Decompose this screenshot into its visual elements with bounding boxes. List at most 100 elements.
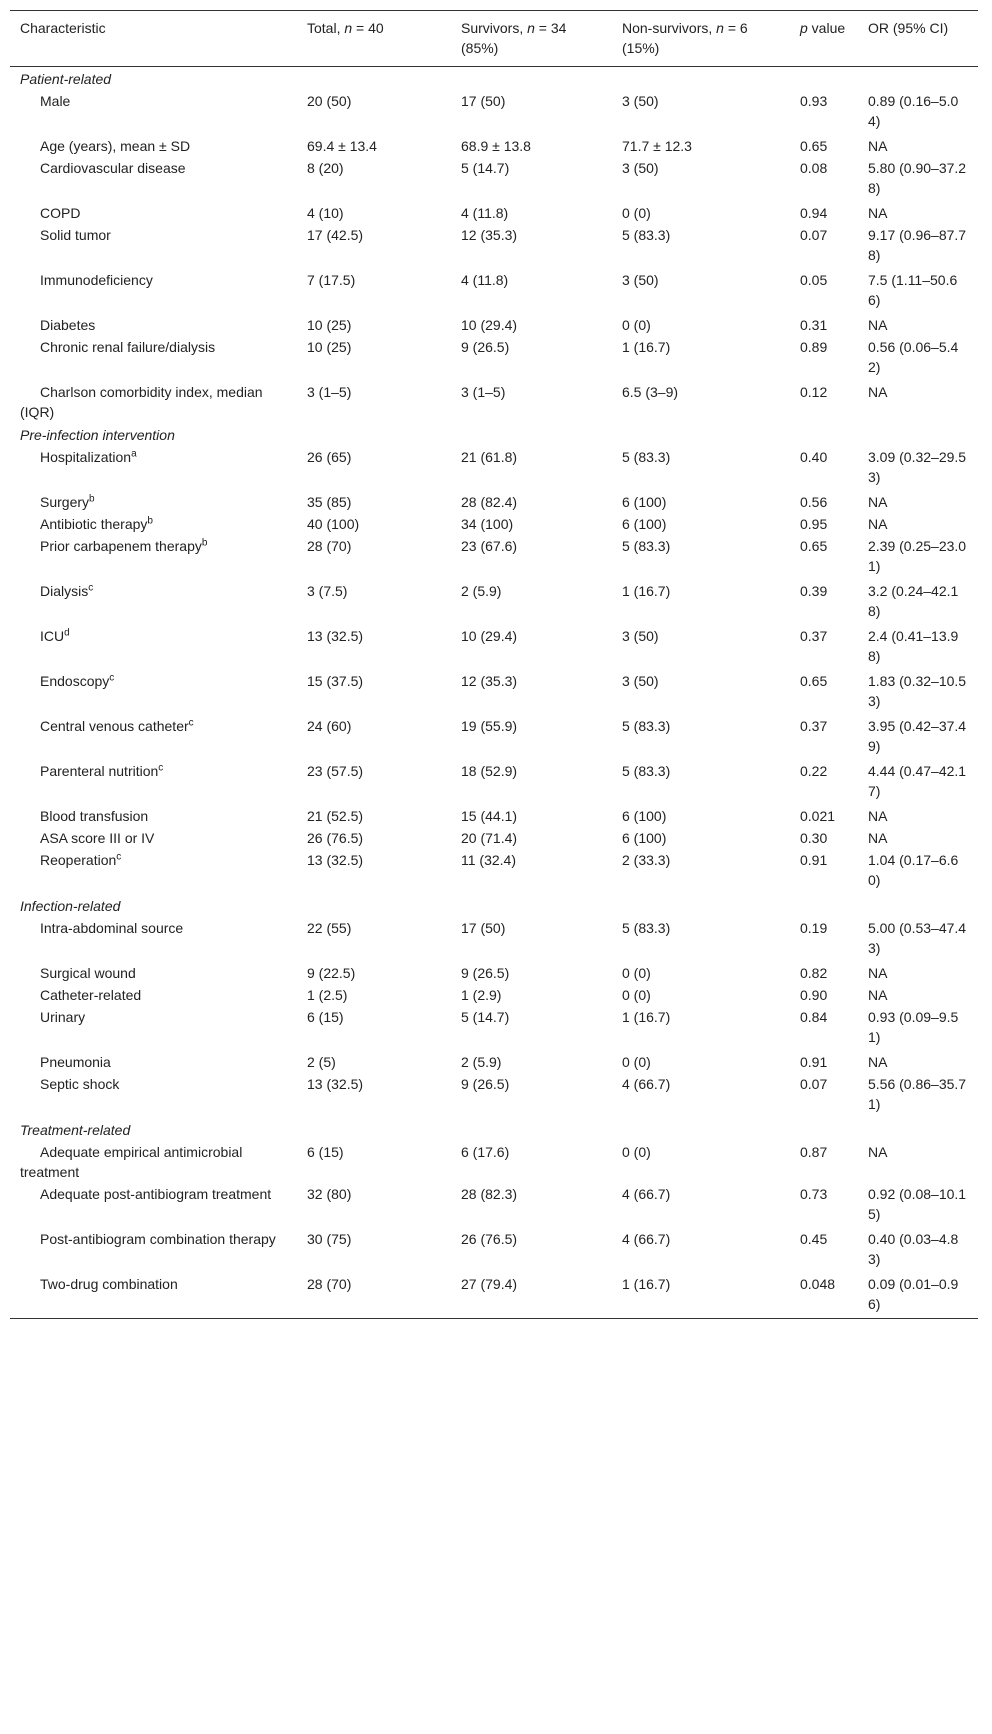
cell: 26 (65): [307, 449, 352, 465]
cell: 68.9 ± 13.8: [461, 138, 531, 154]
cell: 27 (79.4): [461, 1276, 518, 1292]
cell: 0.90: [800, 987, 828, 1003]
cell: 28 (70): [307, 538, 352, 554]
cell: NA: [868, 830, 888, 846]
cell: 28 (70): [307, 1276, 352, 1292]
footnote-mark: b: [89, 493, 95, 505]
cell: 0.89 (0.16–5.04): [868, 93, 959, 129]
cell: 18 (52.9): [461, 763, 518, 779]
cell: 3 (50): [622, 673, 659, 689]
table-row: Age (years), mean ± SD 69.4 ± 13.4 68.9 ± …: [10, 135, 978, 157]
cell: 2 (33.3): [622, 852, 671, 868]
label-text: Prior carbapenem therapy: [40, 538, 202, 554]
table-row: Intra-abdominal source 22 (55) 17 (50) 5 (8…: [10, 917, 978, 962]
table-row: Adequate empirical antimicrobial treatme…: [10, 1141, 978, 1183]
table-section: Pre-infection intervention Hospitalizatio…: [10, 423, 978, 894]
cell: 4.44 (0.47–42.17): [868, 763, 967, 799]
cell: 6 (100): [622, 494, 667, 510]
cell: 3 (1–5): [307, 384, 352, 400]
header-cell: OR (95% CI): [858, 11, 978, 67]
table-section: Patient-related Male 20 (50) 17 (50) 3 (50) 0…: [10, 67, 978, 424]
cell: 5 (83.3): [622, 449, 671, 465]
cell: 6.5 (3–9): [622, 384, 679, 400]
label-text: Septic shock: [40, 1076, 120, 1092]
cell: 5 (83.3): [622, 718, 671, 734]
cell: 9 (26.5): [461, 965, 510, 981]
footnote-mark: c: [116, 851, 122, 863]
label-text: Parenteral nutrition: [40, 763, 159, 779]
label-text: Pneumonia: [40, 1054, 111, 1070]
header-text: p: [800, 20, 808, 36]
table-row: Parenteral nutritionc 23 (57.5) 18 (52.9) 5…: [10, 760, 978, 805]
cell: 0.94: [800, 205, 828, 221]
cell: 3.95 (0.42–37.49): [868, 718, 967, 754]
cell: 0.91: [800, 1054, 828, 1070]
footnote-mark: c: [158, 762, 164, 774]
label-text: Immunodeficiency: [40, 272, 153, 288]
row-label: Surgeryb: [10, 491, 297, 513]
row-label: Parenteral nutritionc: [10, 760, 297, 805]
cell: 2.39 (0.25–23.01): [868, 538, 967, 574]
section-row: Pre-infection intervention: [10, 423, 978, 446]
table-row: Male 20 (50) 17 (50) 3 (50) 0.93 0.89 (0.16–5…: [10, 90, 978, 135]
row-label: Septic shock: [10, 1073, 297, 1118]
cell: NA: [868, 205, 888, 221]
cell: 5 (83.3): [622, 538, 671, 554]
row-label: Dialysisc: [10, 580, 297, 625]
row-label: Catheter-related: [10, 984, 297, 1006]
cell: 1 (16.7): [622, 339, 671, 355]
label-text: Surgical wound: [40, 965, 136, 981]
row-label: Diabetes: [10, 314, 297, 336]
cell: 20 (50): [307, 93, 352, 109]
cell: 6 (100): [622, 808, 667, 824]
cell: 13 (32.5): [307, 852, 364, 868]
cell: 0.30: [800, 830, 828, 846]
cell: 3 (50): [622, 160, 659, 176]
table-row: Septic shock 13 (32.5) 9 (26.5) 4 (66.7) 0.0…: [10, 1073, 978, 1118]
cell: 4 (10): [307, 205, 344, 221]
row-label: Urinary: [10, 1006, 297, 1051]
label-text: Surgery: [40, 494, 90, 510]
data-table: Characteristic Total, n = 40 Survivors, n …: [10, 10, 978, 1319]
row-label: Two-drug combination: [10, 1273, 297, 1319]
cell: 5.00 (0.53–47.43): [868, 920, 967, 956]
cell: 0 (0): [622, 317, 651, 333]
cell: 2 (5.9): [461, 583, 502, 599]
cell: 4 (66.7): [622, 1231, 671, 1247]
row-label: Adequate empirical antimicrobial treatme…: [10, 1141, 297, 1183]
cell: 0.22: [800, 763, 828, 779]
cell: 17 (50): [461, 920, 506, 936]
cell: 23 (67.6): [461, 538, 518, 554]
row-label: Central venous catheterc: [10, 715, 297, 760]
cell: 1.04 (0.17–6.60): [868, 852, 959, 888]
cell: 34 (100): [461, 516, 514, 532]
cell: 3 (1–5): [461, 384, 506, 400]
row-label: Male: [10, 90, 297, 135]
table-row: Dialysisc 3 (7.5) 2 (5.9) 1 (16.7) 0.39 3.2 (…: [10, 580, 978, 625]
cell: 6 (100): [622, 830, 667, 846]
cell: 3 (7.5): [307, 583, 348, 599]
row-label: Charlson comorbidity index, median (IQR): [10, 381, 297, 423]
cell: 0 (0): [622, 205, 651, 221]
row-label: COPD: [10, 202, 297, 224]
cell: 0.82: [800, 965, 828, 981]
cell: 9 (26.5): [461, 1076, 510, 1092]
table-section: Infection-related Intra-abdominal source 2…: [10, 894, 978, 1118]
table-row: Pneumonia 2 (5) 2 (5.9) 0 (0) 0.91 NA: [10, 1051, 978, 1073]
table-row: Charlson comorbidity index, median (IQR)…: [10, 381, 978, 423]
cell: 0.40 (0.03–4.83): [868, 1231, 959, 1267]
table-row: Adequate post-antibiogram treatment 32 (8…: [10, 1183, 978, 1228]
cell: 0.95: [800, 516, 828, 532]
table-row: Central venous catheterc 24 (60) 19 (55.9)…: [10, 715, 978, 760]
header-text: n: [716, 20, 724, 36]
cell: 1.83 (0.32–10.53): [868, 673, 967, 709]
header-cell: Survivors, n = 34 (85%): [451, 11, 612, 67]
footnote-mark: c: [188, 717, 194, 729]
cell: 1 (2.5): [307, 987, 348, 1003]
row-label: Solid tumor: [10, 224, 297, 269]
cell: 6 (15): [307, 1144, 344, 1160]
cell: 2 (5): [307, 1054, 336, 1070]
cell: 21 (52.5): [307, 808, 364, 824]
cell: 10 (29.4): [461, 317, 518, 333]
header-text: n: [344, 20, 353, 36]
